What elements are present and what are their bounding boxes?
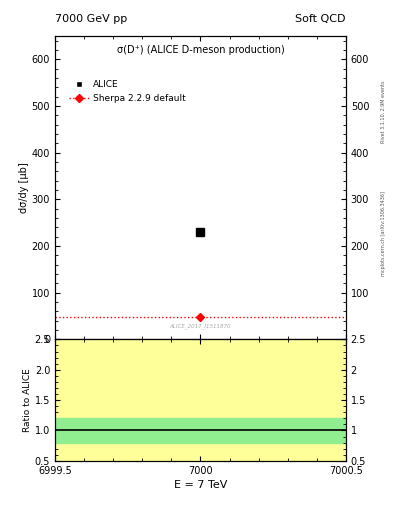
- Bar: [55, 418, 346, 442]
- Legend: ALICE, Sherpa 2.2.9 default: ALICE, Sherpa 2.2.9 default: [65, 77, 190, 106]
- Y-axis label: dσ/dy [μb]: dσ/dy [μb]: [19, 162, 29, 213]
- Text: σ(D⁺) (ALICE D-meson production): σ(D⁺) (ALICE D-meson production): [117, 45, 284, 55]
- Text: ALICE_2017_I1511870: ALICE_2017_I1511870: [170, 323, 231, 329]
- Text: 7000 GeV pp: 7000 GeV pp: [55, 14, 127, 24]
- Text: Rivet 3.1.10, 2.9M events: Rivet 3.1.10, 2.9M events: [381, 80, 386, 143]
- Y-axis label: Ratio to ALICE: Ratio to ALICE: [23, 368, 32, 432]
- Text: Soft QCD: Soft QCD: [296, 14, 346, 24]
- Text: mcplots.cern.ch [arXiv:1306.3436]: mcplots.cern.ch [arXiv:1306.3436]: [381, 190, 386, 275]
- X-axis label: E = 7 TeV: E = 7 TeV: [174, 480, 227, 490]
